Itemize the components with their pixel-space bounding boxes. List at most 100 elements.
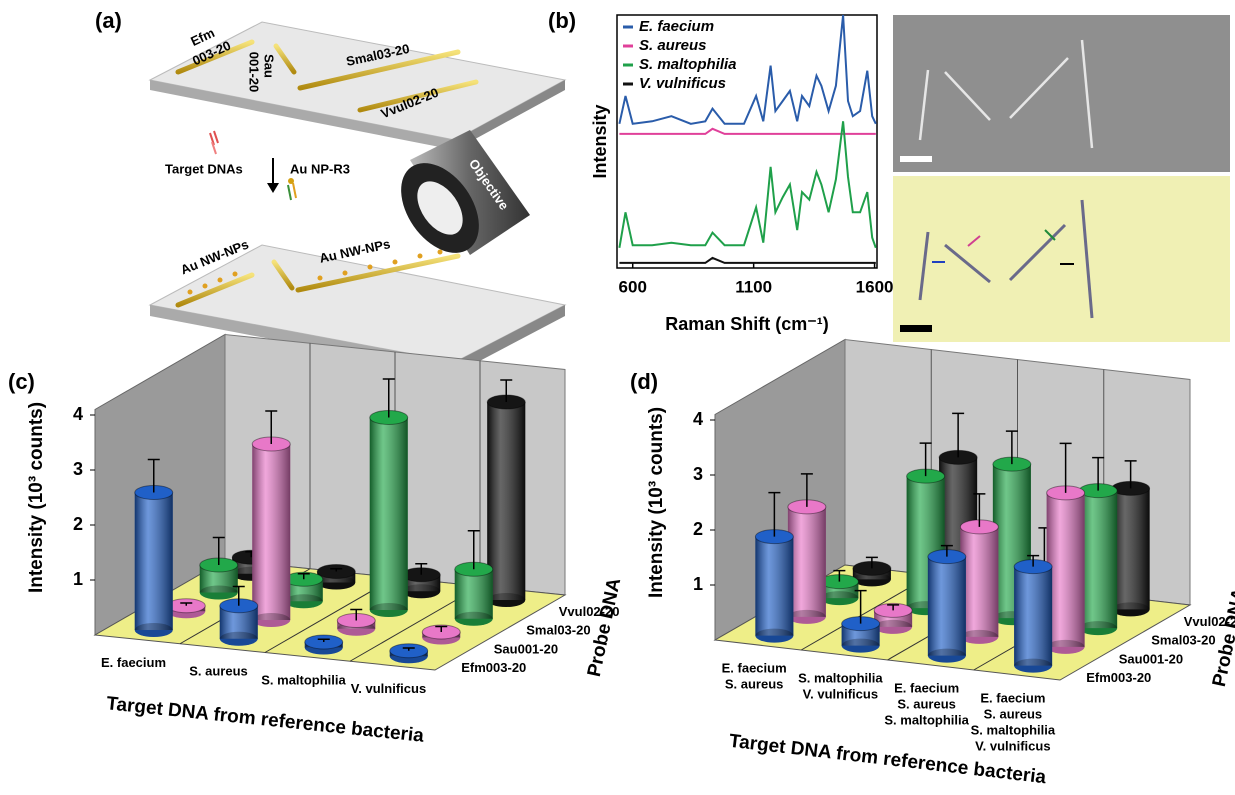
bar [928,550,966,663]
y-axis-label: Intensity [590,104,610,178]
bar [455,562,493,626]
bar [220,599,258,646]
bar [252,437,290,627]
bar [1112,481,1150,616]
bar-base-shade [960,630,998,644]
bar [960,520,998,644]
panel-label: (d) [630,369,658,394]
bar-base-shade [788,610,826,624]
bar-shade [1014,567,1052,666]
bar-base-shade [755,629,793,643]
bar-shade [928,557,966,656]
sem-background [893,15,1230,172]
bar-base-shade [928,649,966,663]
probe-label: Sau [262,54,277,78]
bar [370,411,408,618]
spectrum [619,258,875,263]
figure: (a) (b) (c) (d) Efm 003-20 Sau 001-20 Sm… [0,0,1235,795]
x-tick-label: V. vulnificus [351,681,426,696]
arrow-head [267,183,279,193]
scale-bar [900,156,932,162]
x-tick-label: 1100 [735,277,772,296]
bar-base-shade [487,593,525,607]
x-tick-label: S. aureus [897,696,956,711]
bar-shade [252,444,290,620]
y-tick-label: 3 [693,464,703,484]
bar-base-shade [370,603,408,617]
spectrum [619,129,875,134]
x-axis-label: Raman Shift (cm⁻¹) [665,314,829,334]
legend-label: S. aureus [639,37,707,54]
x-tick-label: 1600 [856,277,894,296]
x-tick-label: S. aureus [189,664,248,679]
y-tick-label: 1 [73,569,83,589]
legend-label: E. faecium [639,18,714,35]
depth-label: Efm003-20 [461,660,526,675]
y-tick-label: 1 [693,574,703,594]
bar-base-shade [1079,621,1117,635]
bar-base-shade [252,613,290,627]
bar-base-shade [455,612,493,626]
bar [487,395,525,607]
x-tick-label: E. faecium [722,660,787,675]
bar-base-shade [842,639,880,653]
bar-base-shade [1047,640,1085,654]
panel-label: (c) [8,369,35,394]
bar [305,635,343,655]
y-tick-label: 3 [73,459,83,479]
bar-shade [1112,488,1150,609]
probe-label: 001-20 [247,52,262,92]
panel-label: (a) [95,8,122,33]
y-tick-label: 2 [73,514,83,534]
product-label: Au NW-NPs [318,236,392,266]
bar [167,599,205,619]
bar-shade [135,493,173,631]
bar-shade [960,527,998,637]
x-tick-label: S. maltophilia [884,712,969,727]
bar-base-shade [402,584,440,598]
y-tick-label: 4 [73,404,83,424]
y-tick-label: 4 [693,409,703,429]
reagent-label: Au NP-R3 [290,161,350,176]
y-tick-label: 2 [693,519,703,539]
bar-shade [788,507,826,617]
x-tick-label: S. maltophilia [261,672,346,687]
bar-shade [1047,493,1085,647]
bar [1047,486,1085,654]
scale-bar [900,325,932,332]
bar [755,530,793,643]
objective-lens: Objective [385,130,530,267]
x-tick-label: 600 [619,277,647,296]
x-tick-label: S. maltophilia [971,722,1056,737]
x-tick-label: E. faecium [894,680,959,695]
bar [1014,560,1052,673]
bar-base-shade [200,586,238,600]
x-tick-label: V. vulnificus [803,686,878,701]
bar-base-shade [1112,602,1150,616]
bar-shade [1079,491,1117,629]
bar [1079,484,1117,636]
bar [390,644,428,664]
bar-base-shade [874,620,912,634]
x-tick-label: V. vulnificus [975,738,1050,753]
optical-background [893,176,1230,342]
depth-label: Sau001-20 [1119,651,1183,666]
x-tick-label: S. maltophilia [798,670,883,685]
legend-label: V. vulnificus [639,75,726,92]
bar-shade [370,418,408,611]
bar [135,486,173,638]
bar-base-shade [135,623,173,637]
x-tick-label: S. aureus [725,676,784,691]
x-tick-label: E. faecium [101,655,166,670]
bar-base-shade [220,632,258,646]
y-axis-label: Intensity (10³ counts) [646,407,667,598]
depth-label: Smal03-20 [1151,633,1215,648]
depth-label: Efm003-20 [1086,670,1151,685]
bar-base-shade [285,594,323,608]
x-tick-label: S. aureus [984,706,1043,721]
sem-image [893,15,1230,172]
optical-image [893,176,1230,342]
depth-label: Sau001-20 [494,641,558,656]
bar-base-shade [820,591,858,605]
x-tick-label: E. faecium [980,690,1045,705]
